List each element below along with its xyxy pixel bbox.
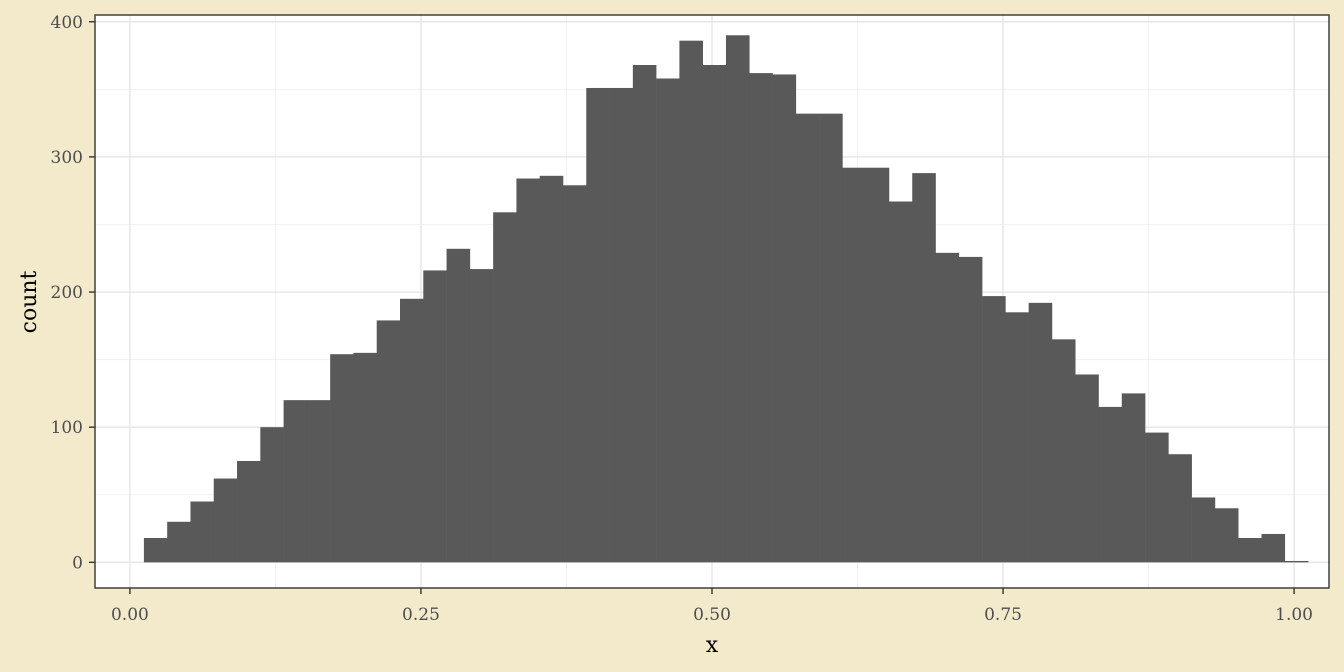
histogram-bar xyxy=(423,270,447,563)
x-tick-label: 0.25 xyxy=(402,605,440,625)
y-tick-label: 300 xyxy=(51,148,83,168)
histogram-bar xyxy=(1098,406,1123,563)
histogram-bar xyxy=(493,212,517,563)
histogram-bar xyxy=(1051,339,1076,563)
histogram-bar xyxy=(1145,432,1169,563)
histogram-bar xyxy=(237,460,261,563)
histogram-bar xyxy=(982,296,1006,563)
histogram-bar xyxy=(865,167,890,563)
histogram-bar xyxy=(469,269,494,563)
y-tick-label: 0 xyxy=(72,553,83,573)
histogram-bar xyxy=(586,87,610,563)
histogram-bar xyxy=(1284,560,1309,563)
histogram-bar xyxy=(1005,312,1029,563)
histogram-bar xyxy=(1121,393,1146,563)
histogram-bar xyxy=(1168,454,1192,563)
y-tick-label: 200 xyxy=(51,283,83,303)
histogram-bar xyxy=(656,78,680,563)
x-tick-label: 1.00 xyxy=(1275,605,1313,625)
histogram-bar xyxy=(376,320,401,563)
histogram-bar xyxy=(912,173,936,563)
histogram-bar xyxy=(795,113,820,563)
histogram-bar xyxy=(1191,497,1216,563)
histogram-bar xyxy=(1075,374,1099,563)
histogram-bar xyxy=(446,248,471,563)
x-tick-label: 0.00 xyxy=(111,605,149,625)
y-axis-title: count xyxy=(17,270,42,333)
histogram-bar xyxy=(819,113,843,563)
histogram-bars xyxy=(143,35,1309,563)
x-tick-label: 0.75 xyxy=(984,605,1022,625)
histogram-bar xyxy=(632,65,657,563)
histogram-bar xyxy=(609,87,634,563)
histogram-bar xyxy=(772,74,797,563)
histogram-bar xyxy=(935,252,960,563)
y-tick-label: 100 xyxy=(51,418,83,438)
histogram-bar xyxy=(167,521,191,563)
x-tick-label: 0.50 xyxy=(693,605,731,625)
histogram-bar xyxy=(190,501,215,563)
histogram-bar xyxy=(725,35,750,563)
x-axis-ticks: 0.00 0.25 0.50 0.75 1.00 xyxy=(111,588,1313,625)
histogram-bar xyxy=(888,201,913,563)
histogram-bar xyxy=(1028,302,1053,563)
histogram-bar xyxy=(842,167,866,563)
histogram-bar xyxy=(353,352,378,563)
histogram-bar xyxy=(679,40,703,563)
histogram-bar xyxy=(539,175,564,563)
histogram-bar xyxy=(283,400,308,563)
histogram-bar xyxy=(749,73,773,563)
histogram-bar xyxy=(260,427,284,563)
histogram-bar xyxy=(400,298,424,563)
histogram-bar xyxy=(562,185,587,563)
histogram-bar xyxy=(958,256,983,563)
histogram-bar xyxy=(1214,508,1239,563)
y-tick-label: 400 xyxy=(51,13,83,33)
histogram-bar xyxy=(143,537,168,563)
y-axis-ticks: 0 100 200 300 400 xyxy=(51,13,95,573)
histogram-bar xyxy=(306,400,331,563)
histogram-bar xyxy=(1238,537,1262,563)
histogram-bar xyxy=(330,354,354,563)
histogram-bar xyxy=(213,478,238,563)
x-axis-title: x xyxy=(706,633,719,658)
histogram-bar xyxy=(516,178,541,563)
histogram-bar xyxy=(1261,533,1286,563)
histogram-bar xyxy=(702,65,727,563)
